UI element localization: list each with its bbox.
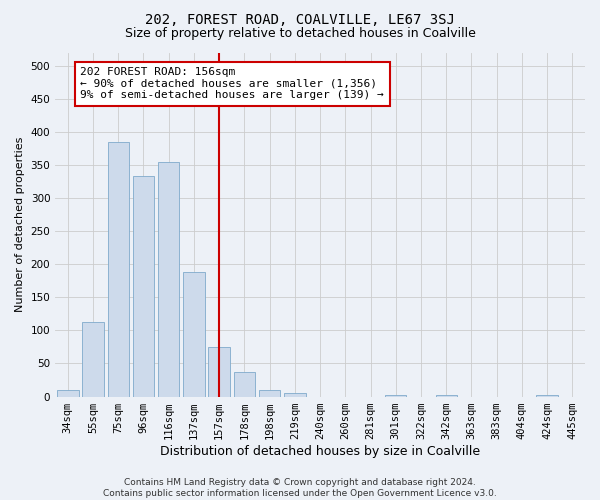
Bar bbox=[133, 176, 154, 396]
Bar bbox=[158, 162, 179, 396]
Text: 202, FOREST ROAD, COALVILLE, LE67 3SJ: 202, FOREST ROAD, COALVILLE, LE67 3SJ bbox=[145, 12, 455, 26]
Bar bbox=[183, 272, 205, 396]
Bar bbox=[259, 390, 280, 396]
Text: Contains HM Land Registry data © Crown copyright and database right 2024.
Contai: Contains HM Land Registry data © Crown c… bbox=[103, 478, 497, 498]
Bar bbox=[233, 372, 255, 396]
Y-axis label: Number of detached properties: Number of detached properties bbox=[15, 137, 25, 312]
Bar bbox=[208, 347, 230, 397]
Text: 202 FOREST ROAD: 156sqm
← 90% of detached houses are smaller (1,356)
9% of semi-: 202 FOREST ROAD: 156sqm ← 90% of detache… bbox=[80, 67, 384, 100]
Bar bbox=[284, 392, 305, 396]
Text: Size of property relative to detached houses in Coalville: Size of property relative to detached ho… bbox=[125, 28, 475, 40]
X-axis label: Distribution of detached houses by size in Coalville: Distribution of detached houses by size … bbox=[160, 444, 480, 458]
Bar bbox=[107, 142, 129, 397]
Bar bbox=[57, 390, 79, 396]
Bar bbox=[82, 322, 104, 396]
